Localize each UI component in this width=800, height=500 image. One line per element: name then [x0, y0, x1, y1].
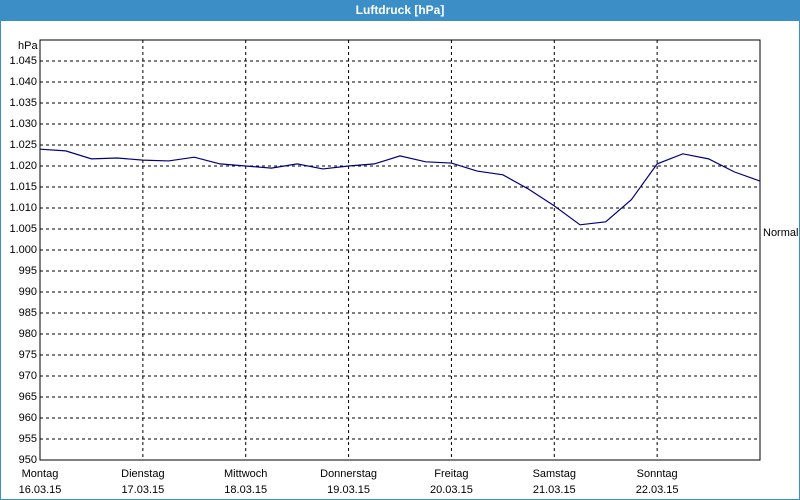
- x-date-label: 20.03.15: [430, 484, 473, 496]
- chart-title: Luftdruck [hPa]: [356, 3, 445, 17]
- y-tick-label: 1.015: [9, 181, 37, 193]
- y-tick-label: 980: [19, 328, 37, 340]
- line-series: [39, 148, 761, 226]
- y-unit-label: hPa: [18, 40, 38, 52]
- y-tick-label: 990: [19, 286, 37, 298]
- annotation: Normal: [763, 227, 798, 239]
- x-day-label: Montag: [22, 468, 59, 480]
- x-date-label: 19.03.15: [327, 484, 370, 496]
- x-date-label: 17.03.15: [121, 484, 164, 496]
- x-day-label: Samstag: [533, 468, 576, 480]
- x-day-label: Dienstag: [121, 468, 164, 480]
- y-tick-label: 1.040: [9, 76, 37, 88]
- y-tick-label: 1.025: [9, 139, 37, 151]
- y-tick-label: 1.035: [9, 97, 37, 109]
- x-date-label: 18.03.15: [224, 484, 267, 496]
- title-bar: [0, 0, 800, 21]
- x-date-label: 22.03.15: [636, 484, 679, 496]
- x-day-label: Sonntag: [637, 468, 678, 480]
- y-tick-label: 975: [19, 349, 37, 361]
- y-tick-label: 1.020: [9, 160, 37, 172]
- y-tick-label: 960: [19, 412, 37, 424]
- y-tick-label: 955: [19, 433, 37, 445]
- x-day-label: Freitag: [434, 468, 468, 480]
- y-tick-label: 950: [19, 454, 37, 466]
- y-tick-label: 1.005: [9, 223, 37, 235]
- x-day-label: Mittwoch: [224, 468, 267, 480]
- y-tick-label: 1.030: [9, 118, 37, 130]
- x-day-label: Donnerstag: [320, 468, 377, 480]
- x-date-label: 21.03.15: [533, 484, 576, 496]
- y-tick-label: 985: [19, 307, 37, 319]
- y-tick-label: 1.010: [9, 202, 37, 214]
- y-tick-label: 1.045: [9, 55, 37, 67]
- y-tick-label: 965: [19, 391, 37, 403]
- x-date-label: 16.03.15: [19, 484, 62, 496]
- y-tick-label: 970: [19, 370, 37, 382]
- y-tick-label: 995: [19, 265, 37, 277]
- y-tick-label: 1.000: [9, 244, 37, 256]
